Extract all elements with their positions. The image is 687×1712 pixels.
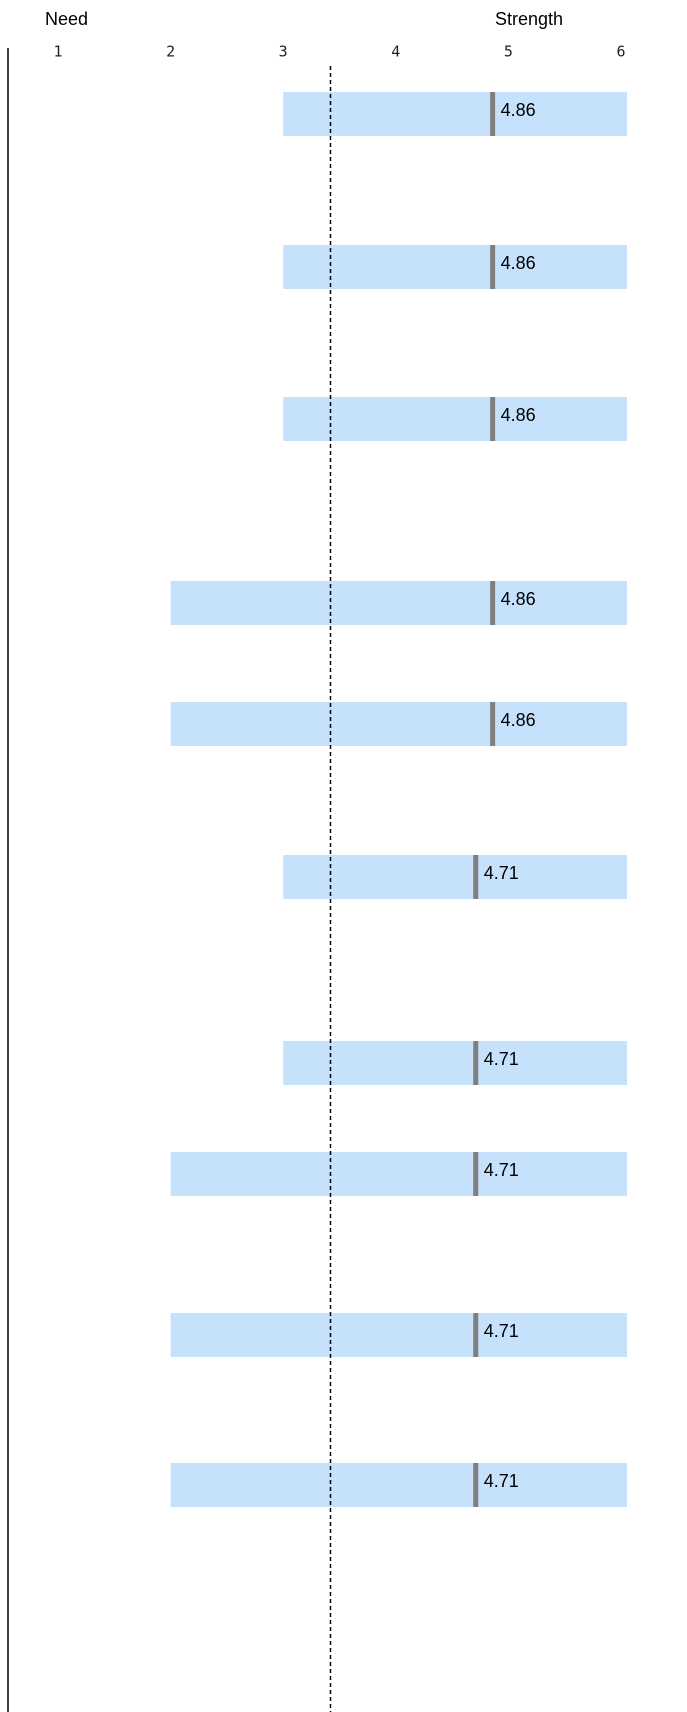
x-tick-label: 5: [504, 43, 513, 61]
value-marker: [473, 1463, 479, 1507]
range-bar: [170, 1152, 627, 1196]
value-marker: [473, 1041, 479, 1085]
value-marker: [473, 855, 479, 899]
value-marker: [490, 92, 496, 136]
value-label: 4.71: [484, 1049, 519, 1069]
value-label: 4.86: [501, 405, 536, 425]
value-label: 4.86: [501, 100, 536, 120]
strength-label: Strength: [495, 9, 563, 29]
value-label: 4.71: [484, 1160, 519, 1180]
range-bar: [283, 855, 627, 899]
x-tick-label: 2: [166, 43, 175, 61]
range-bar: [170, 1313, 627, 1357]
need-label: Need: [45, 9, 88, 29]
value-marker: [490, 397, 496, 441]
value-label: 4.71: [484, 1471, 519, 1491]
value-label: 4.71: [484, 1321, 519, 1341]
range-bar: [283, 397, 627, 441]
value-marker: [490, 702, 496, 746]
value-marker: [490, 245, 496, 289]
value-marker: [490, 581, 496, 625]
range-bar: [283, 245, 627, 289]
value-label: 4.71: [484, 863, 519, 883]
range-bar: [170, 581, 627, 625]
value-label: 4.86: [501, 589, 536, 609]
value-label: 4.86: [501, 253, 536, 273]
value-marker: [473, 1313, 479, 1357]
value-marker: [473, 1152, 479, 1196]
x-tick-label: 6: [616, 43, 625, 61]
range-bar: [283, 1041, 627, 1085]
x-tick-label: 1: [53, 43, 62, 61]
x-tick-label: 3: [279, 43, 288, 61]
range-bar: [170, 1463, 627, 1507]
x-tick-label: 4: [391, 43, 400, 61]
range-bar: [170, 702, 627, 746]
value-label: 4.86: [501, 710, 536, 730]
range-bar: [283, 92, 627, 136]
